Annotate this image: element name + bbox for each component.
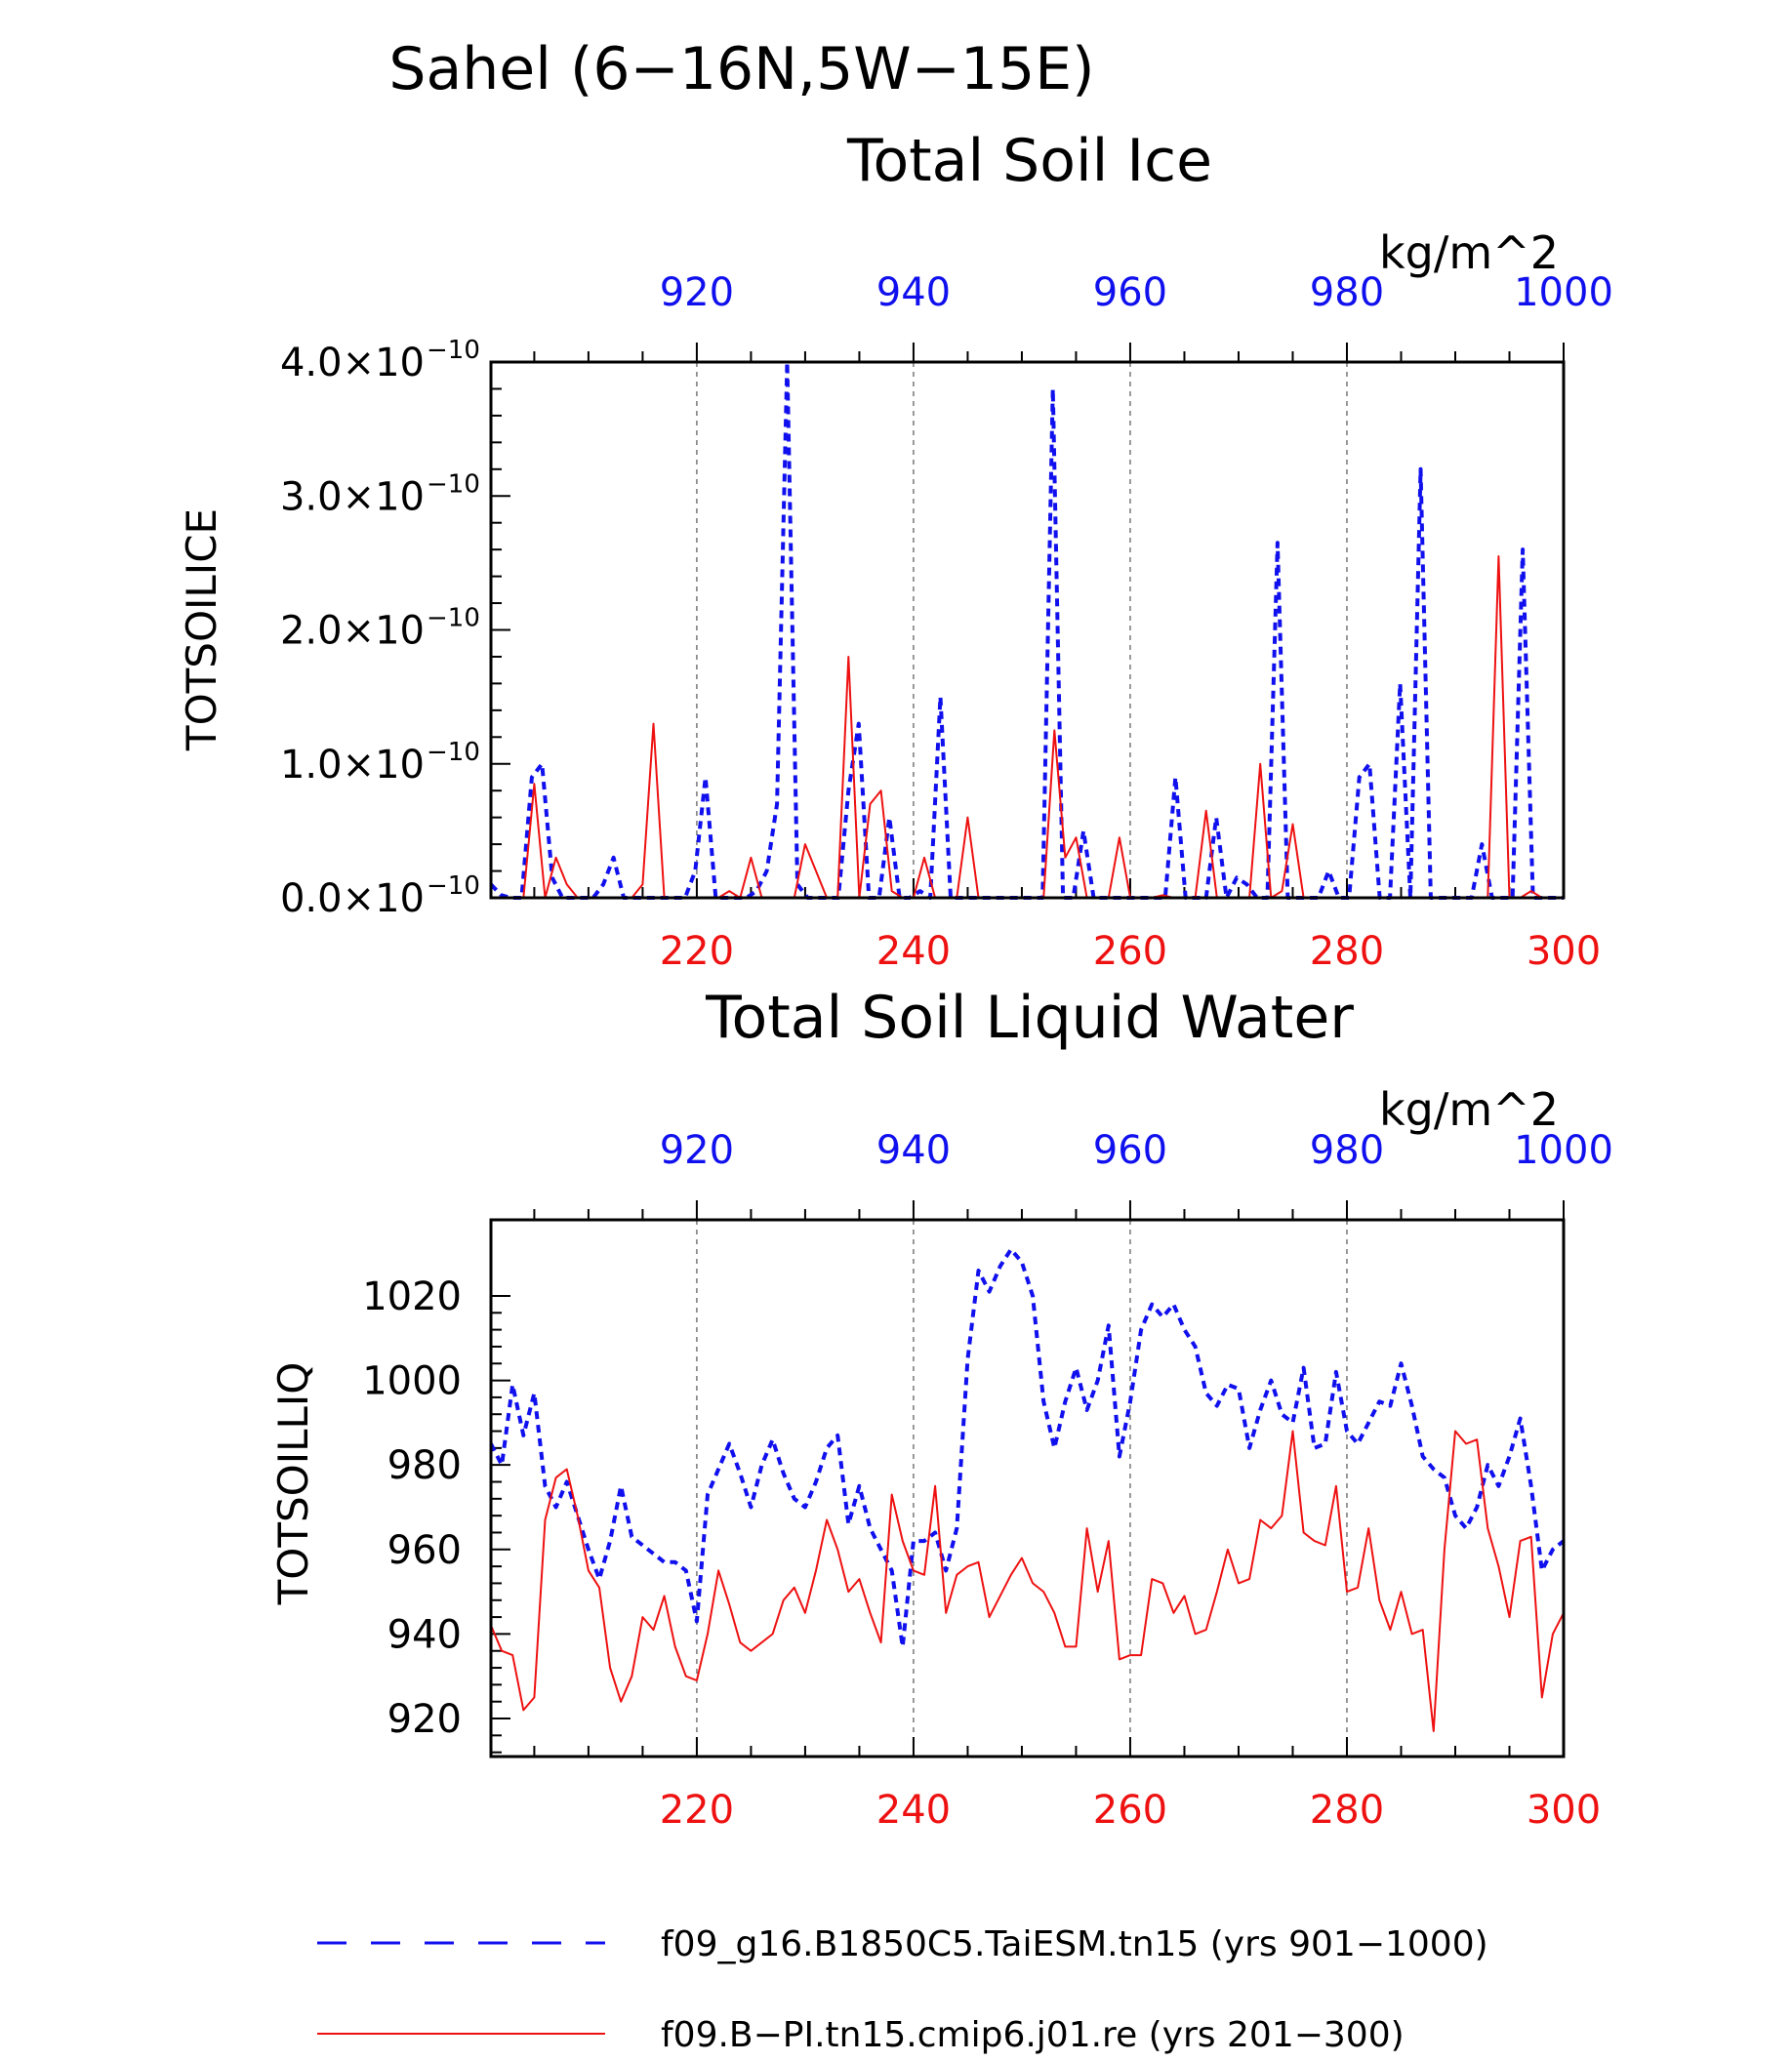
xtick-bottom-label-3: 280 <box>1310 929 1384 974</box>
ytick-label-4: 1000 <box>362 1359 462 1404</box>
xtick-top-label-0: 920 <box>660 270 734 315</box>
ytick-label-1: 1.0×10 <box>280 743 425 788</box>
xtick-bottom-label-2: 260 <box>1093 929 1167 974</box>
plot-frame-0 <box>489 360 1566 900</box>
xtick-bottom-label-4: 300 <box>1527 1788 1601 1833</box>
ytick-label-3: 3.0×10 <box>280 474 425 519</box>
xtick-bottom-label-1: 240 <box>876 929 951 974</box>
soil-ice-panel: Total Soil Ice kg/m^2 TOTSOILICE 0.0×10−… <box>178 127 1613 974</box>
panel-title-ice: Total Soil Ice <box>846 127 1212 195</box>
xtick-bottom-label-4: 300 <box>1527 929 1601 974</box>
ytick-label-3: 980 <box>387 1443 462 1488</box>
xtick-bottom-label-1: 240 <box>876 1788 951 1833</box>
xtick-top-label-4: 1000 <box>1514 270 1613 315</box>
ytick-exp-2: −10 <box>427 604 480 633</box>
ytick-label-2: 2.0×10 <box>280 609 425 654</box>
xtick-bottom-label-3: 280 <box>1310 1788 1384 1833</box>
ytick-label-0: 920 <box>387 1697 462 1742</box>
ytick-label-5: 1020 <box>362 1274 462 1319</box>
legend-label-red: f09.B−PI.tn15.cmip6.j01.re (yrs 201−300) <box>661 2015 1405 2055</box>
legend: f09_g16.B1850C5.TaiESM.tn15 (yrs 901−100… <box>317 1924 1488 2055</box>
unit-label-liq: kg/m^2 <box>1379 1083 1559 1136</box>
plot-frame-1 <box>489 1218 1566 1759</box>
legend-label-blue: f09_g16.B1850C5.TaiESM.tn15 (yrs 901−100… <box>661 1924 1488 1964</box>
ytick-label-1: 940 <box>387 1612 462 1657</box>
ytick-label-0: 0.0×10 <box>280 876 425 921</box>
xtick-top-label-3: 980 <box>1310 270 1384 315</box>
ytick-exp-0: −10 <box>427 871 480 901</box>
ytick-exp-1: −10 <box>427 738 480 767</box>
unit-label-ice: kg/m^2 <box>1379 226 1559 279</box>
ytick-label-2: 960 <box>387 1528 462 1573</box>
ytick-label-4: 4.0×10 <box>280 341 425 385</box>
xtick-top-label-3: 980 <box>1310 1128 1384 1173</box>
panel-title-liq: Total Soil Liquid Water <box>705 984 1354 1052</box>
xtick-top-label-4: 1000 <box>1514 1128 1613 1173</box>
xtick-bottom-label-0: 220 <box>660 929 734 974</box>
xtick-bottom-label-2: 260 <box>1093 1788 1167 1833</box>
series-blue-line-0 <box>491 360 1564 900</box>
soil-liquid-panel: Total Soil Liquid Water kg/m^2 TOTSOILLI… <box>269 984 1613 1833</box>
ytick-exp-3: −10 <box>427 469 480 499</box>
series-red-line-1 <box>491 1430 1564 1732</box>
xtick-top-label-2: 960 <box>1093 1128 1167 1173</box>
ylabel-ice: TOTSOILICE <box>178 508 225 751</box>
figure-title: Sahel (6−16N,5W−15E) <box>388 35 1094 103</box>
xtick-top-label-1: 940 <box>876 270 951 315</box>
xtick-top-label-1: 940 <box>876 1128 951 1173</box>
xtick-top-label-2: 960 <box>1093 270 1167 315</box>
xtick-bottom-label-0: 220 <box>660 1788 734 1833</box>
ylabel-liq: TOTSOILLIQ <box>269 1362 317 1606</box>
series-blue-line-1 <box>491 1247 1564 1649</box>
xtick-top-label-0: 920 <box>660 1128 734 1173</box>
ytick-exp-4: −10 <box>427 336 480 365</box>
